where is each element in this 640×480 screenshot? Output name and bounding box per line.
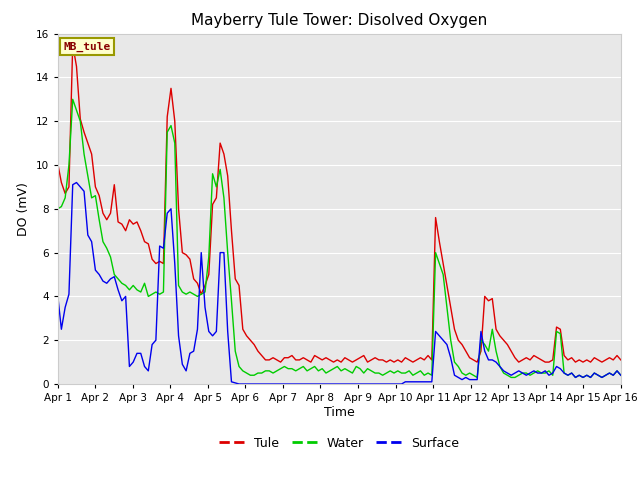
Text: MB_tule: MB_tule	[63, 41, 111, 51]
Title: Mayberry Tule Tower: Disolved Oxygen: Mayberry Tule Tower: Disolved Oxygen	[191, 13, 487, 28]
Y-axis label: DO (mV): DO (mV)	[17, 182, 30, 236]
Legend: Tule, Water, Surface: Tule, Water, Surface	[214, 432, 464, 455]
X-axis label: Time: Time	[324, 406, 355, 419]
